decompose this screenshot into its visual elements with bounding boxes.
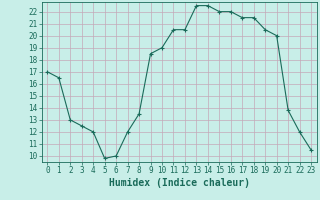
X-axis label: Humidex (Indice chaleur): Humidex (Indice chaleur) xyxy=(109,178,250,188)
